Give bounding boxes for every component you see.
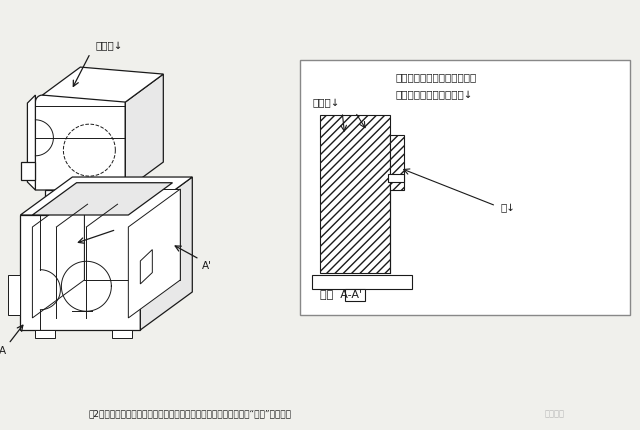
- Text: 线库智造: 线库智造: [545, 409, 565, 418]
- Polygon shape: [140, 249, 152, 284]
- Text: 断面  A-A': 断面 A-A': [320, 289, 362, 299]
- Polygon shape: [113, 330, 132, 338]
- Text: A': A': [202, 261, 211, 271]
- Text: A: A: [0, 346, 6, 356]
- Text: 将厚度计等插入到继电器与锁: 将厚度计等插入到继电器与锁: [395, 72, 476, 82]
- Text: 之间，扩张锁从而解锁。↓: 之间，扩张锁从而解锁。↓: [395, 90, 473, 100]
- Bar: [312, 275, 412, 289]
- Polygon shape: [42, 67, 163, 102]
- Text: 锁↓: 锁↓: [500, 203, 515, 213]
- Bar: [390, 135, 404, 190]
- Polygon shape: [140, 177, 192, 330]
- Polygon shape: [33, 189, 84, 318]
- Polygon shape: [21, 162, 35, 180]
- Polygon shape: [20, 177, 192, 215]
- Bar: [300, 60, 630, 315]
- Polygon shape: [35, 330, 56, 338]
- Text: 继电器盒↓: 继电器盒↓: [119, 218, 153, 227]
- Polygon shape: [35, 95, 125, 190]
- Polygon shape: [388, 174, 404, 182]
- Text: 继电器↓: 继电器↓: [95, 41, 123, 51]
- Polygon shape: [84, 189, 180, 280]
- Polygon shape: [45, 190, 115, 200]
- Polygon shape: [129, 189, 180, 318]
- Polygon shape: [125, 74, 163, 190]
- Text: 对2处图形标记解锁后，再拆卸继电器。安装时，要插入锁直至发出“咖哒”声为止。: 对2处图形标记解锁后，再拆卸继电器。安装时，要插入锁直至发出“咖哒”声为止。: [88, 409, 291, 418]
- Text: 继电器↓: 继电器↓: [312, 98, 340, 108]
- Polygon shape: [33, 183, 173, 215]
- Bar: [320, 115, 390, 273]
- Polygon shape: [8, 275, 20, 315]
- Polygon shape: [28, 95, 35, 190]
- Bar: [345, 289, 365, 301]
- Polygon shape: [20, 215, 140, 330]
